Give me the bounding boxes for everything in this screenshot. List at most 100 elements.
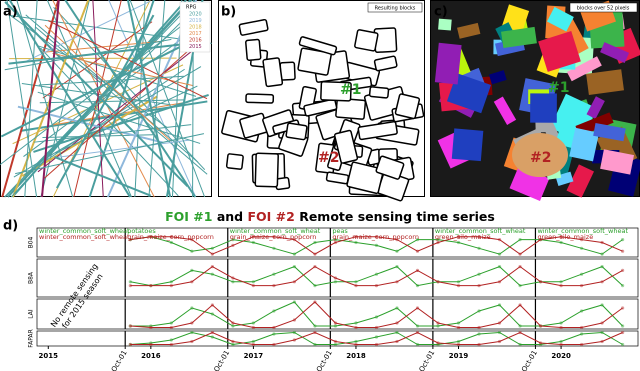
data-point — [456, 325, 461, 330]
x-tick-label: 2019 — [449, 352, 469, 360]
data-point — [497, 265, 502, 269]
data-point — [190, 321, 194, 325]
crop-label: winter_common_soft_wheat — [537, 227, 628, 235]
block — [254, 152, 279, 188]
x-tick-label: Oct-01 — [520, 349, 539, 371]
block — [493, 96, 517, 125]
parcel-line — [126, 0, 172, 198]
data-point — [538, 324, 543, 328]
data-point — [354, 284, 358, 288]
data-point — [579, 284, 584, 288]
data-point — [477, 309, 481, 313]
data-point — [169, 280, 173, 284]
data-point — [559, 284, 563, 288]
parcel-line — [9, 14, 168, 128]
data-point — [538, 280, 543, 284]
crop-label: potatoes — [127, 227, 156, 235]
parcel-line — [92, 0, 104, 198]
parcel-line — [8, 43, 180, 65]
y-axis-label: LAI — [28, 309, 35, 319]
axes-frame — [36, 227, 639, 258]
data-point — [313, 265, 317, 269]
data-point — [456, 280, 461, 284]
data-point — [374, 315, 379, 319]
data-point — [272, 272, 276, 276]
crop-label: winter_common_soft_wheat — [39, 233, 130, 241]
legend-box — [179, 1, 211, 53]
data-point — [415, 324, 420, 328]
foi-label: #1 — [548, 80, 569, 96]
data-point — [313, 342, 317, 347]
parcel-line — [6, 0, 38, 198]
parcel-line — [1, 0, 60, 198]
series-line — [130, 301, 623, 328]
crop-label: grain_maize_corn_popcorn — [127, 233, 214, 241]
parcel-line — [52, 0, 155, 198]
data-point — [231, 321, 235, 325]
parcel-line — [39, 99, 185, 104]
data-point — [354, 280, 358, 284]
data-point — [436, 238, 440, 242]
box — [367, 2, 423, 13]
data-point — [600, 330, 604, 335]
data-point — [600, 280, 604, 284]
foi-label: #2 — [318, 150, 339, 166]
x-tick-label: Oct-01 — [110, 349, 129, 371]
data-point — [436, 240, 440, 245]
block — [586, 69, 624, 95]
block — [394, 93, 421, 120]
title-part: Remote sensing time series — [299, 209, 495, 224]
data-point — [559, 339, 563, 344]
data-point — [354, 325, 358, 330]
parcel-line — [53, 6, 206, 171]
data-point — [333, 324, 338, 328]
data-point — [354, 321, 358, 325]
foi-label: #2 — [530, 150, 551, 166]
x-tick-label: Oct-01 — [213, 349, 232, 371]
data-point — [559, 240, 563, 245]
data-point — [559, 235, 563, 239]
data-point — [415, 284, 420, 288]
parcel-line — [7, 0, 192, 198]
block — [488, 70, 507, 85]
data-point — [415, 342, 420, 347]
data-point — [579, 238, 584, 242]
data-point — [231, 238, 235, 242]
block — [457, 22, 481, 39]
data-point — [600, 321, 604, 325]
axes-frame — [36, 298, 639, 330]
data-point — [600, 265, 604, 269]
data-point — [333, 280, 338, 284]
data-point — [128, 280, 132, 284]
data-point — [538, 342, 543, 347]
data-point — [497, 252, 502, 256]
data-point — [559, 280, 563, 284]
crop-label: winter_common_soft_wheat — [435, 227, 526, 235]
axes-frame — [36, 258, 639, 298]
data-point — [497, 280, 502, 284]
parcel-line — [40, 0, 90, 198]
data-point — [518, 238, 522, 242]
data-point — [600, 252, 604, 256]
data-point — [333, 339, 338, 344]
annotation: No remote sensingfor 2015 season — [49, 262, 108, 335]
title-part: FOI #2 — [247, 209, 294, 224]
data-point — [313, 330, 317, 335]
data-point — [436, 280, 440, 284]
data-point — [272, 309, 276, 313]
data-point — [579, 325, 584, 330]
block — [262, 57, 284, 88]
data-point — [477, 246, 481, 250]
block — [501, 26, 537, 49]
data-point — [456, 240, 461, 245]
crop-label: winter_common_soft_wheat — [39, 227, 130, 235]
data-point — [210, 330, 214, 335]
data-point — [149, 235, 153, 239]
data-point — [169, 342, 173, 347]
block — [375, 155, 405, 180]
data-point — [169, 325, 173, 330]
parcel-line — [24, 0, 38, 198]
parcel-line — [54, 156, 152, 197]
data-point — [579, 309, 584, 313]
